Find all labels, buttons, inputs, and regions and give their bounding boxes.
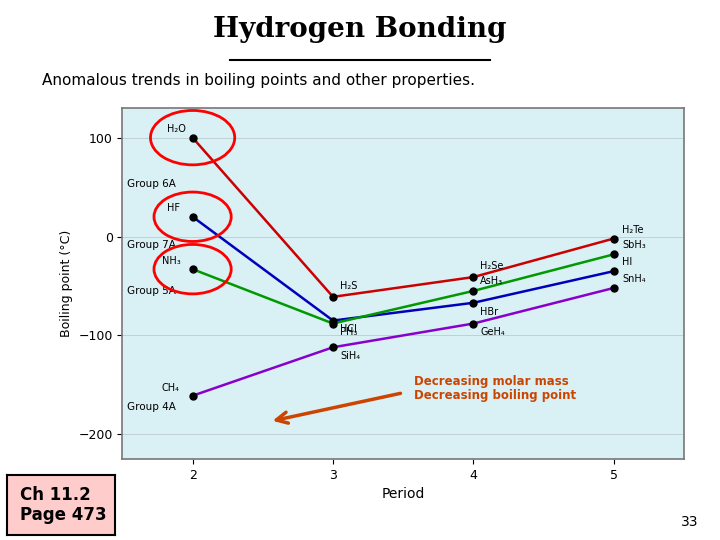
Text: H₂Se: H₂Se: [480, 261, 504, 271]
Text: H₂S: H₂S: [340, 281, 357, 291]
Text: SnH₄: SnH₄: [622, 274, 646, 284]
X-axis label: Period: Period: [382, 487, 425, 501]
Text: HF: HF: [167, 203, 180, 213]
Text: SiH₄: SiH₄: [340, 351, 360, 361]
Text: Group 7A: Group 7A: [127, 240, 176, 251]
Text: SbH₃: SbH₃: [622, 240, 646, 251]
Text: AsH₃: AsH₃: [480, 276, 503, 286]
Text: Group 4A: Group 4A: [127, 402, 176, 411]
Text: CH₄: CH₄: [162, 383, 180, 393]
Text: Group 5A: Group 5A: [127, 286, 176, 296]
Text: HI: HI: [622, 257, 632, 267]
Text: Anomalous trends in boiling points and other properties.: Anomalous trends in boiling points and o…: [42, 73, 475, 89]
Text: PH₃: PH₃: [340, 327, 357, 338]
Text: H₂Te: H₂Te: [622, 225, 644, 234]
Text: Decreasing molar mass: Decreasing molar mass: [415, 375, 570, 388]
Text: Group 6A: Group 6A: [127, 179, 176, 189]
Text: Hydrogen Bonding: Hydrogen Bonding: [213, 16, 507, 43]
Text: 33: 33: [681, 515, 698, 529]
Text: GeH₄: GeH₄: [480, 327, 505, 338]
Text: H₂O: H₂O: [167, 124, 186, 134]
Text: HBr: HBr: [480, 307, 498, 316]
Text: Decreasing boiling point: Decreasing boiling point: [415, 389, 577, 402]
Text: Ch 11.2
Page 473: Ch 11.2 Page 473: [20, 485, 107, 524]
Text: HCl: HCl: [340, 325, 357, 334]
Text: NH₃: NH₃: [162, 256, 181, 266]
Y-axis label: Boiling point (°C): Boiling point (°C): [60, 230, 73, 337]
